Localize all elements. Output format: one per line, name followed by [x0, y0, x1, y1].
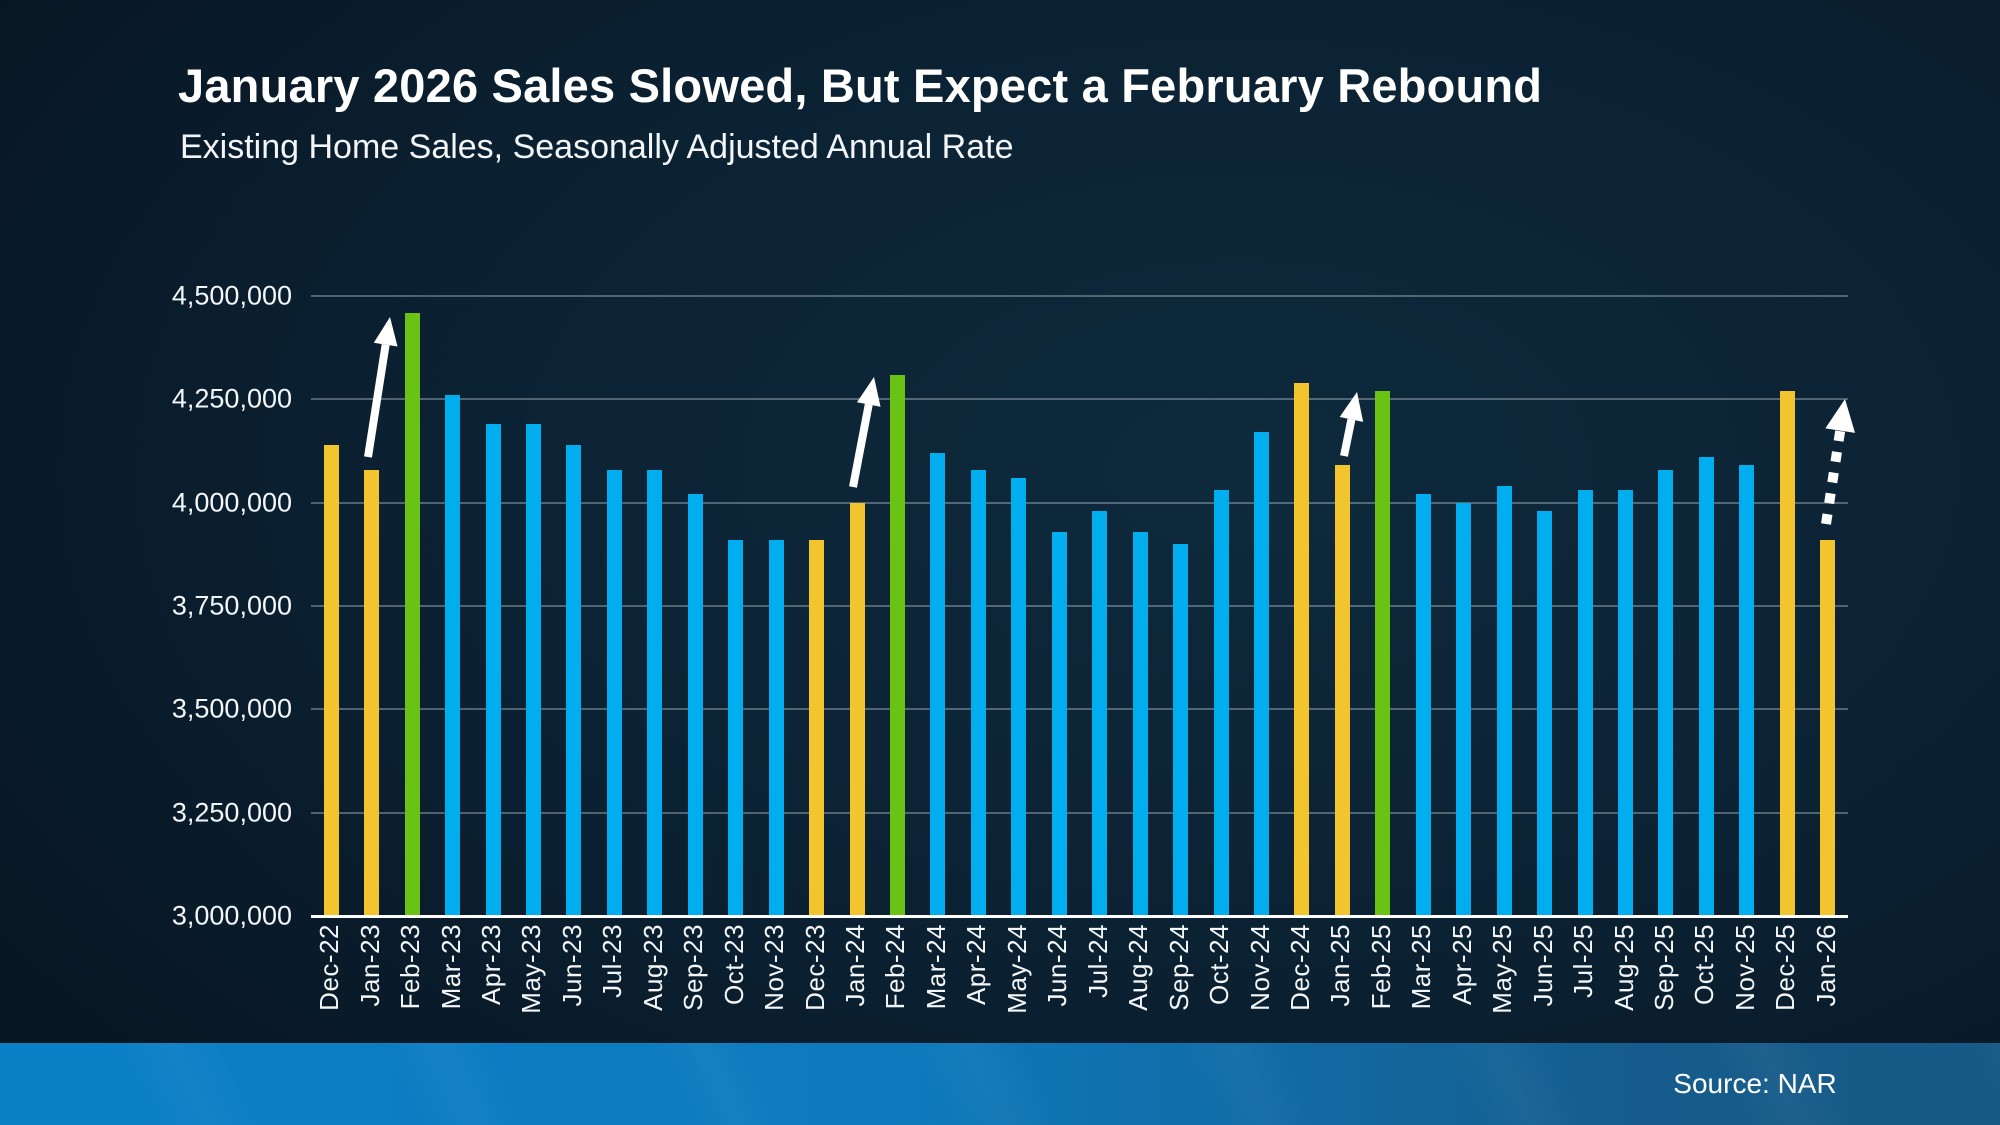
y-axis-tick-label: 3,750,000: [171, 590, 292, 621]
y-axis-tick-label: 4,500,000: [171, 280, 292, 311]
bar-Sep-23: [687, 494, 703, 916]
x-axis-tick-label-Aug-24: Aug-24: [1123, 924, 1154, 1011]
footer-band: Source: NAR: [0, 1043, 2000, 1125]
bar-Oct-25: [1698, 457, 1714, 916]
gridline-3250000: [311, 811, 1848, 814]
x-axis-tick-label-Aug-25: Aug-25: [1608, 924, 1639, 1011]
bar-Nov-24: [1254, 432, 1269, 916]
bar-Sep-25: [1658, 469, 1674, 916]
gridline-4250000: [311, 398, 1848, 401]
bar-Aug-24: [1132, 531, 1148, 916]
x-axis-tick-label-Feb-24: Feb-24: [880, 924, 911, 1010]
bar-Nov-25: [1739, 465, 1755, 916]
x-axis-tick-label-Jun-24: Jun-24: [1042, 924, 1073, 1007]
x-axis-tick-label-Jun-23: Jun-23: [556, 924, 587, 1007]
x-axis-tick-label-Jun-25: Jun-25: [1527, 924, 1558, 1007]
x-axis-tick-label-Mar-25: Mar-25: [1406, 924, 1437, 1010]
x-axis-tick-label-Jan-25: Jan-25: [1325, 924, 1356, 1007]
x-axis-tick-label-Jan-24: Jan-24: [840, 924, 871, 1007]
bar-Jul-25: [1577, 490, 1593, 916]
bar-Apr-24: [970, 469, 986, 916]
x-axis-tick-label-Jan-26: Jan-26: [1810, 924, 1841, 1007]
bar-Jan-24: [849, 502, 865, 916]
y-axis-tick-label: 3,250,000: [171, 797, 292, 828]
x-axis-tick-label-Oct-23: Oct-23: [718, 924, 749, 1006]
bar-Oct-24: [1213, 490, 1229, 916]
y-axis-tick-label: 4,250,000: [171, 383, 292, 414]
bar-Jan-25: [1334, 465, 1350, 916]
bar-Jan-23: [364, 469, 380, 916]
bar-Mar-25: [1415, 494, 1431, 916]
bar-Jun-25: [1537, 510, 1553, 916]
x-axis-tick-label-Nov-25: Nov-25: [1729, 924, 1760, 1011]
bar-Nov-23: [768, 539, 784, 916]
bar-Feb-24: [889, 374, 905, 916]
gridline-3750000: [311, 605, 1848, 607]
y-axis-tick-label: 4,000,000: [171, 487, 292, 518]
x-axis-tick-label-Jul-25: Jul-25: [1568, 924, 1599, 998]
y-axis-tick-label: 3,500,000: [171, 693, 292, 724]
x-axis-tick-label-Oct-24: Oct-24: [1204, 924, 1235, 1006]
bar-Jan-26: [1820, 539, 1836, 916]
bar-Aug-23: [647, 469, 663, 916]
x-axis-tick-label-Nov-24: Nov-24: [1244, 924, 1275, 1011]
x-axis-line: [311, 915, 1848, 918]
bar-Dec-25: [1779, 391, 1795, 916]
x-axis-tick-label-Jul-24: Jul-24: [1082, 924, 1113, 998]
x-axis-tick-label-Dec-25: Dec-25: [1770, 924, 1801, 1011]
gridline-4500000: [311, 295, 1848, 297]
y-axis-tick-label: 3,000,000: [171, 900, 292, 931]
bar-Feb-25: [1375, 391, 1391, 916]
x-axis-tick-label-Apr-24: Apr-24: [961, 924, 992, 1006]
chart-subtitle: Existing Home Sales, Seasonally Adjusted…: [180, 128, 1014, 166]
x-axis-tick-label-May-24: May-24: [1001, 924, 1032, 1014]
bar-Jun-23: [566, 444, 582, 916]
x-axis-tick-label-Aug-23: Aug-23: [637, 924, 668, 1011]
x-axis-tick-label-Dec-23: Dec-23: [799, 924, 830, 1011]
x-axis-tick-label-Mar-24: Mar-24: [920, 924, 951, 1010]
x-axis-tick-label-Sep-24: Sep-24: [1163, 924, 1194, 1011]
bar-Mar-23: [445, 395, 461, 916]
x-axis-tick-label-Mar-23: Mar-23: [435, 924, 466, 1010]
bar-May-24: [1011, 477, 1027, 916]
bar-Jul-23: [606, 469, 622, 916]
bar-Oct-23: [728, 539, 744, 916]
x-axis-tick-label-May-23: May-23: [516, 924, 547, 1014]
chart-title: January 2026 Sales Slowed, But Expect a …: [178, 59, 1543, 112]
bar-Dec-24: [1294, 382, 1310, 916]
x-axis-tick-label-Dec-24: Dec-24: [1284, 924, 1315, 1011]
x-axis-tick-label-Jan-23: Jan-23: [354, 924, 385, 1007]
x-axis-tick-label-Jul-23: Jul-23: [597, 924, 628, 998]
x-axis-tick-label-Feb-23: Feb-23: [395, 924, 426, 1010]
x-axis-tick-label-Feb-25: Feb-25: [1365, 924, 1396, 1010]
bar-Mar-24: [930, 453, 946, 916]
bar-Sep-24: [1173, 544, 1189, 916]
bar-May-25: [1496, 486, 1512, 916]
x-axis-tick-label-Sep-23: Sep-23: [678, 924, 709, 1011]
x-axis-tick-label-May-25: May-25: [1487, 924, 1518, 1014]
bar-May-23: [525, 424, 541, 916]
source-attribution: Source: NAR: [1673, 1068, 1837, 1099]
bar-Jun-24: [1051, 531, 1067, 916]
x-axis-tick-label-Nov-23: Nov-23: [759, 924, 790, 1011]
gridline-4000000: [311, 501, 1848, 504]
x-axis-tick-label-Sep-25: Sep-25: [1648, 924, 1679, 1011]
bar-Jul-24: [1092, 510, 1108, 916]
x-axis-tick-label-Apr-25: Apr-25: [1446, 924, 1477, 1006]
bar-Aug-25: [1618, 490, 1634, 916]
bar-Apr-23: [485, 424, 501, 916]
x-axis-tick-label-Apr-23: Apr-23: [476, 924, 506, 1006]
bar-Dec-23: [809, 539, 825, 916]
bar-Feb-23: [404, 312, 420, 916]
x-axis-tick-label-Dec-22: Dec-22: [314, 924, 345, 1011]
bar-Apr-25: [1456, 502, 1472, 916]
gridline-3500000: [311, 708, 1848, 711]
bar-Dec-22: [323, 444, 339, 916]
x-axis-tick-label-Oct-25: Oct-25: [1689, 924, 1720, 1006]
